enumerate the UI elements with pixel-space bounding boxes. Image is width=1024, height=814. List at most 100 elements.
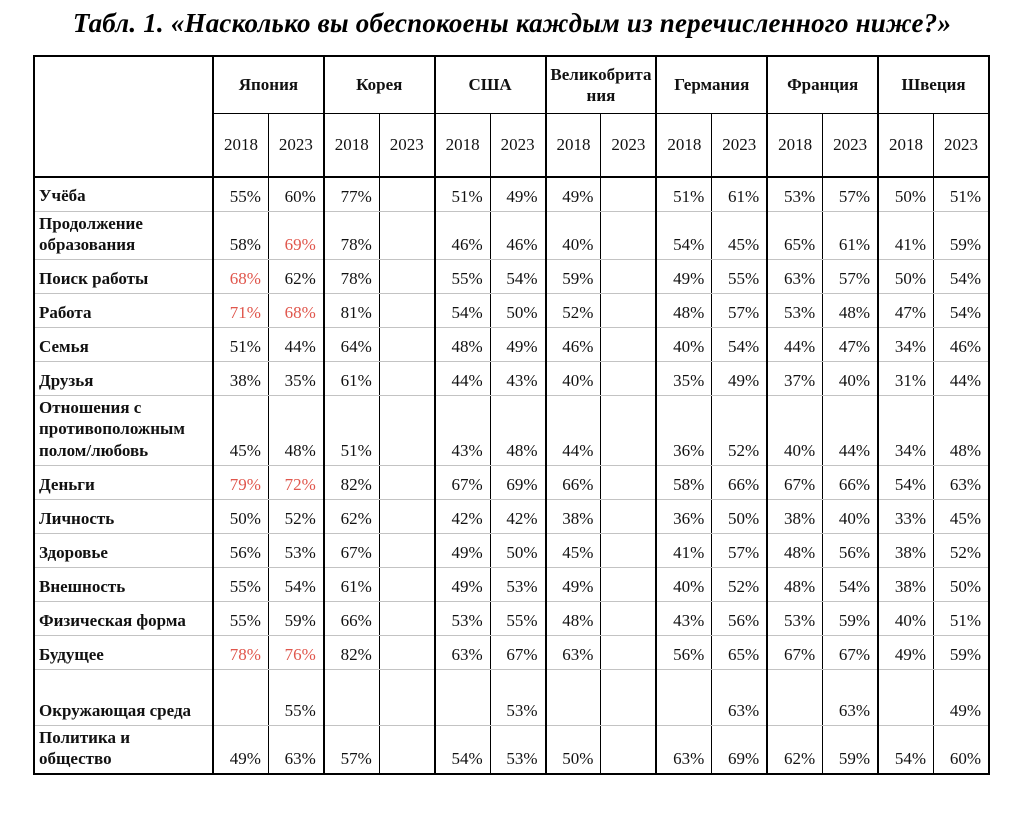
year-header: 2023 [822,113,879,177]
value-cell: 52% [711,567,768,602]
value-cell: 55% [433,259,491,294]
value-cell: 46% [433,211,491,260]
value-cell [378,601,435,636]
value-cell [378,177,435,212]
value-cell [378,293,435,328]
value-cell: 56% [711,601,768,636]
table-row: Семья 51% 44% 64% 48% 49% 46% 40% 54% 44% 47% 34% 46… [34,327,989,362]
row-label: Поиск работы [34,259,213,294]
year-header: 2018 [544,113,601,177]
value-cell: 66% [822,465,879,500]
value-cell: 49% [489,177,546,212]
value-cell [378,635,435,670]
value-cell: 48% [822,293,879,328]
value-cell: 53% [489,725,546,775]
value-cell: 56% [822,533,879,568]
value-cell: 49% [211,725,269,775]
value-cell: 81% [322,293,380,328]
value-cell [433,669,491,726]
value-cell: 57% [822,259,879,294]
value-cell: 61% [322,361,380,396]
country-header-4: Великобритания [544,56,657,114]
value-cell [600,211,657,260]
value-cell: 38% [877,533,934,568]
value-cell [600,293,657,328]
value-cell: 49% [877,635,934,670]
value-cell: 67% [822,635,879,670]
value-cell: 82% [322,635,380,670]
value-cell: 50% [932,567,989,602]
year-header: 2023 [489,113,546,177]
table-row: Физическая форма 55% 59% 66% 53% 55% 48% 43% 56%… [34,601,989,636]
value-cell: 55% [211,567,269,602]
value-cell: 77% [322,177,380,212]
value-cell: 40% [766,395,823,466]
value-cell: 53% [766,177,823,212]
value-cell: 45% [711,211,768,260]
year-header: 2023 [932,113,989,177]
year-header: 2023 [600,113,657,177]
value-cell: 43% [489,361,546,396]
value-cell: 50% [211,499,269,534]
value-cell: 55% [267,669,324,726]
value-cell: 63% [267,725,324,775]
table-row: Отношения с противоположным полом/любовь… [34,395,989,466]
value-cell: 42% [433,499,491,534]
value-cell: 48% [655,293,712,328]
row-label: Политика и общество [39,727,131,768]
value-cell: 41% [877,211,934,260]
value-cell: 66% [322,601,380,636]
value-cell: 38% [877,567,934,602]
value-cell: 48% [433,327,491,362]
table-row: Поиск работы 68% 62% 78% 55% 54% 59% 49% 55% 63% 5… [34,259,989,294]
value-cell: 40% [822,499,879,534]
value-cell: 50% [489,293,546,328]
value-cell: 31% [877,361,934,396]
value-cell [600,177,657,212]
value-cell: 50% [877,259,934,294]
value-cell: 48% [766,533,823,568]
value-cell: 40% [544,361,601,396]
row-label: Деньги [34,465,213,500]
value-cell [322,669,380,726]
value-cell [544,669,601,726]
value-cell: 52% [932,533,989,568]
value-cell: 58% [211,211,269,260]
year-header: 2018 [322,113,380,177]
country-header-1: Япония [212,56,324,114]
value-cell: 45% [932,499,989,534]
table-row: Окружающая среда 55% 53% 63% 63% 49% [34,669,989,726]
value-cell: 55% [489,601,546,636]
value-cell: 67% [766,635,823,670]
year-header: 2018 [433,113,491,177]
value-cell [600,567,657,602]
value-cell [378,259,435,294]
value-cell: 53% [489,567,546,602]
value-cell: 52% [544,293,601,328]
value-cell [600,669,657,726]
row-label: Семья [34,327,213,362]
value-cell: 54% [489,259,546,294]
value-cell: 67% [489,635,546,670]
value-cell [600,465,657,500]
value-cell: 56% [211,533,269,568]
year-header-row: 2018 2023 2018 2023 2018 2023 2018 2023 2018 2023… [34,113,989,177]
value-cell: 65% [711,635,768,670]
value-cell [600,533,657,568]
value-cell: 63% [655,725,712,775]
value-cell: 53% [766,601,823,636]
year-header: 2023 [378,113,435,177]
value-cell: 49% [711,361,768,396]
row-label: Отношения с противоположным полом/любовь [34,395,213,466]
value-cell: 40% [877,601,934,636]
value-cell [600,361,657,396]
value-cell: 49% [544,567,601,602]
value-cell: 59% [822,725,879,775]
value-cell: 37% [766,361,823,396]
country-header-6: Франция [766,56,879,114]
value-cell: 63% [433,635,491,670]
value-cell: 36% [655,395,712,466]
row-label: Личность [34,499,213,534]
value-cell: 57% [711,533,768,568]
